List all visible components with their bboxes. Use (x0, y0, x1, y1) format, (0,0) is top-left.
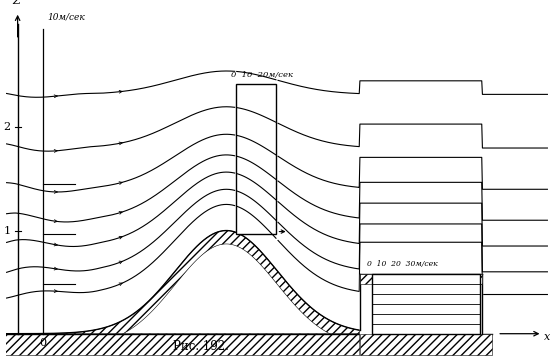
Bar (237, 84, 277, 234)
Bar (372, 274, 480, 334)
Text: 2: 2 (3, 122, 11, 132)
Text: x: x (544, 332, 551, 342)
Text: 0: 0 (39, 338, 46, 348)
Text: Z: Z (13, 0, 21, 6)
Text: 1: 1 (3, 226, 11, 235)
Text: 10м/сек: 10м/сек (48, 12, 85, 21)
Text: Рис. 192.: Рис. 192. (174, 340, 229, 353)
Text: 0  10  20м/сек: 0 10 20м/сек (232, 71, 294, 79)
Text: 0  10  20  30м/сек: 0 10 20 30м/сек (367, 260, 437, 267)
